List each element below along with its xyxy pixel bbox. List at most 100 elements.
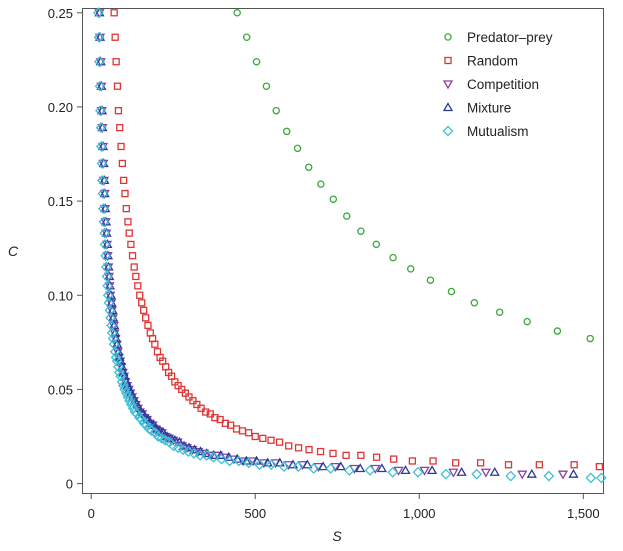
data-point (452, 459, 460, 467)
x-axis-label: S (332, 528, 342, 544)
data-point (116, 123, 124, 132)
data-point (94, 80, 106, 92)
data-point (282, 127, 291, 136)
data-point (117, 380, 129, 392)
data-point (140, 306, 148, 314)
legend-item: Predator–prey (444, 30, 553, 45)
data-point (221, 419, 230, 427)
data-point (293, 144, 302, 153)
data-point (254, 459, 265, 471)
y-tick-label: 0 (66, 477, 73, 492)
data-point (215, 450, 226, 459)
legend-label: Predator–prey (467, 30, 553, 45)
data-point (115, 370, 127, 382)
data-point (141, 419, 153, 431)
data-point (102, 280, 114, 292)
data-point (265, 459, 277, 471)
data-point (471, 468, 483, 480)
data-point (357, 227, 365, 235)
data-point (553, 327, 562, 335)
data-point (251, 432, 259, 441)
data-point (447, 287, 456, 296)
legend-item: Mutualism (442, 124, 529, 139)
data-point (233, 9, 241, 17)
data-point (387, 466, 399, 478)
data-point (189, 444, 200, 454)
data-point (325, 463, 337, 474)
data-point (121, 189, 129, 198)
data-point (470, 299, 479, 307)
data-point (202, 408, 210, 416)
y-tick-label: 0.25 (48, 6, 73, 21)
data-point (195, 446, 206, 456)
data-point (448, 468, 459, 478)
data-point (132, 272, 140, 281)
data-point (216, 453, 227, 465)
data-point (245, 429, 253, 437)
data-point (294, 444, 303, 452)
data-point (113, 361, 124, 373)
plot-frame (82, 8, 604, 494)
data-point (216, 415, 224, 424)
data-point (419, 466, 430, 476)
data-point (304, 163, 313, 171)
data-point (106, 327, 118, 339)
data-point (177, 444, 189, 456)
data-point (118, 159, 127, 168)
data-point (585, 472, 597, 484)
x-axis: 0 500 1,000 1,500 (88, 493, 600, 521)
data-point (120, 387, 132, 399)
data-point (182, 446, 194, 457)
data-point (136, 414, 148, 425)
data-point (100, 261, 112, 273)
data-point (329, 449, 337, 458)
data-point (364, 464, 376, 476)
data-point (456, 466, 467, 476)
data-point (595, 472, 607, 484)
legend-marker (442, 102, 454, 112)
data-point (495, 308, 504, 316)
data-point (241, 455, 252, 465)
data-point (372, 240, 381, 249)
data-point (343, 212, 351, 220)
legend-item: Mixture (442, 101, 511, 116)
data-point (134, 282, 142, 290)
data-point (124, 218, 132, 226)
data-point (505, 470, 517, 482)
data-point (107, 333, 119, 344)
data-point (97, 203, 109, 215)
data-point (211, 414, 219, 422)
data-point (125, 229, 133, 237)
data-point (242, 33, 251, 41)
legend-label: Random (467, 54, 518, 69)
data-point (130, 263, 138, 271)
data-point (504, 461, 513, 469)
data-point (275, 438, 284, 446)
legend-marker (442, 80, 454, 90)
data-point (138, 299, 146, 307)
y-axis: 0 0.05 0.10 0.15 0.20 0.25 (48, 6, 83, 492)
data-point (95, 122, 107, 134)
data-point (120, 176, 128, 185)
data-point (116, 376, 128, 388)
data-point (111, 33, 119, 41)
data-point (262, 82, 271, 90)
data-point (595, 462, 604, 471)
data-point (96, 174, 108, 186)
data-point (101, 271, 113, 282)
data-point (342, 451, 350, 459)
data-point (272, 106, 280, 115)
data-point (376, 463, 387, 473)
y-axis-label: C (8, 243, 19, 259)
data-point (112, 58, 120, 66)
data-point (233, 455, 245, 467)
data-point (426, 465, 438, 475)
data-point (114, 107, 123, 115)
data-point (136, 291, 144, 299)
x-tick-label: 1,000 (403, 506, 436, 521)
data-point (183, 442, 195, 452)
data-point (400, 465, 411, 475)
data-point (329, 195, 338, 203)
data-point (318, 461, 329, 471)
data-point (110, 351, 122, 363)
